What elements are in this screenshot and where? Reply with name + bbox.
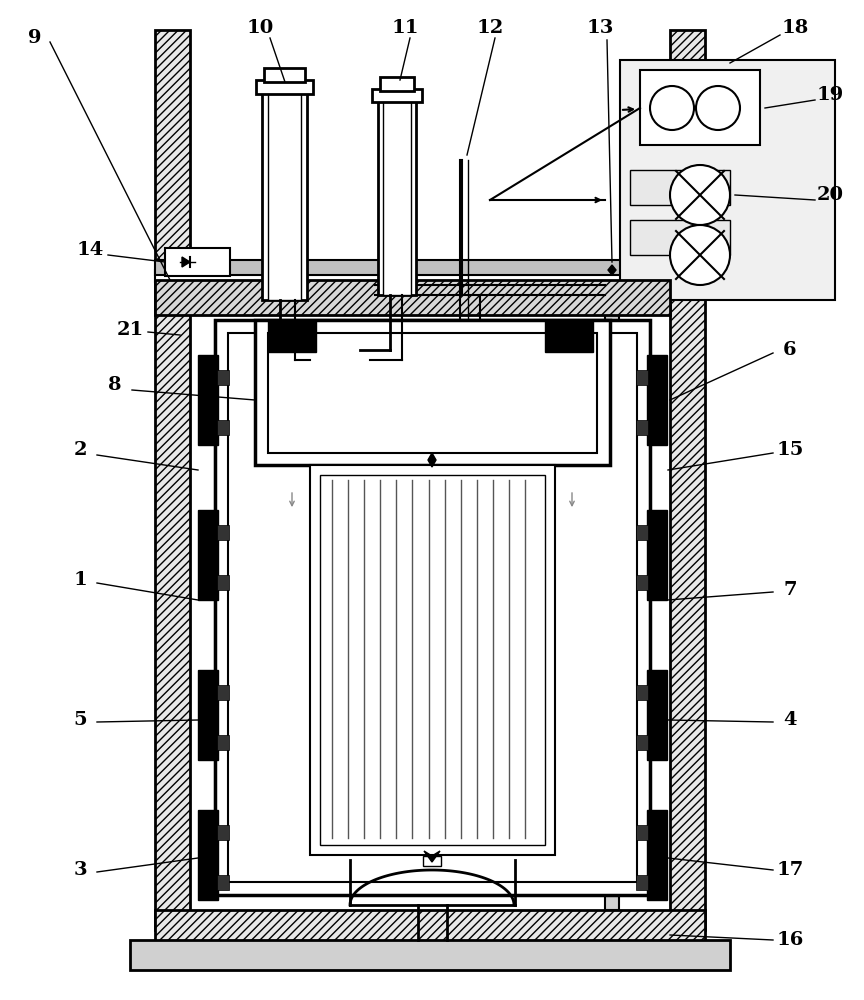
Bar	[636, 825, 648, 840]
Text: 2: 2	[73, 441, 86, 459]
Bar	[264, 68, 305, 82]
Text: 16: 16	[777, 931, 804, 949]
Bar	[647, 355, 667, 445]
Bar	[605, 290, 619, 910]
Bar	[647, 510, 667, 600]
Bar	[198, 510, 218, 600]
Bar	[155, 280, 670, 315]
Bar	[640, 70, 760, 145]
Bar	[320, 475, 545, 845]
Bar	[217, 575, 229, 590]
Bar	[310, 465, 555, 855]
Bar	[620, 60, 835, 300]
Bar	[198, 810, 218, 900]
Bar	[372, 89, 422, 102]
Text: 5: 5	[73, 711, 86, 729]
Bar	[256, 80, 313, 94]
Bar	[228, 333, 637, 882]
Circle shape	[670, 165, 730, 225]
Text: 3: 3	[73, 861, 86, 879]
Bar	[198, 670, 218, 760]
Text: 7: 7	[784, 581, 797, 599]
Bar	[647, 810, 667, 900]
Bar	[155, 30, 190, 930]
Bar	[636, 735, 648, 750]
Circle shape	[696, 86, 740, 130]
Bar	[268, 333, 597, 453]
Polygon shape	[608, 265, 616, 275]
Polygon shape	[428, 453, 436, 467]
Bar	[636, 685, 648, 700]
Bar	[545, 320, 593, 352]
Circle shape	[650, 86, 694, 130]
Text: 11: 11	[391, 19, 419, 37]
Text: 10: 10	[246, 19, 274, 37]
Bar	[155, 260, 670, 275]
Text: 12: 12	[476, 19, 504, 37]
Bar	[130, 940, 730, 970]
Bar	[217, 735, 229, 750]
Bar	[670, 30, 705, 930]
Text: 20: 20	[816, 186, 843, 204]
Bar	[636, 575, 648, 590]
Bar	[217, 685, 229, 700]
Text: 6: 6	[783, 341, 797, 359]
Bar	[378, 100, 416, 295]
Bar	[636, 420, 648, 435]
Bar	[636, 875, 648, 890]
Bar	[155, 910, 705, 945]
Text: 8: 8	[108, 376, 122, 394]
Bar	[630, 170, 730, 205]
Text: 4: 4	[784, 711, 797, 729]
Bar	[155, 270, 670, 282]
Text: 13: 13	[587, 19, 613, 37]
Text: 18: 18	[781, 19, 809, 37]
Bar	[630, 220, 730, 255]
Text: 21: 21	[117, 321, 143, 339]
Text: 17: 17	[777, 861, 804, 879]
Bar	[165, 248, 230, 276]
Bar	[268, 90, 301, 300]
Polygon shape	[182, 257, 190, 267]
Bar	[380, 77, 414, 91]
Polygon shape	[424, 851, 440, 862]
Bar	[255, 320, 610, 465]
Bar	[262, 90, 307, 300]
Bar	[215, 320, 650, 895]
Bar	[647, 670, 667, 760]
Bar	[217, 370, 229, 385]
Text: 19: 19	[816, 86, 843, 104]
Text: 14: 14	[76, 241, 104, 259]
Circle shape	[670, 225, 730, 285]
Bar	[217, 825, 229, 840]
Bar	[217, 525, 229, 540]
Bar	[423, 856, 441, 866]
Bar	[636, 525, 648, 540]
Bar	[268, 320, 316, 352]
Bar	[217, 420, 229, 435]
Text: 15: 15	[777, 441, 804, 459]
Bar	[217, 875, 229, 890]
Bar	[383, 100, 411, 295]
Text: 1: 1	[73, 571, 87, 589]
Text: 9: 9	[29, 29, 41, 47]
Bar	[636, 370, 648, 385]
Bar	[198, 355, 218, 445]
